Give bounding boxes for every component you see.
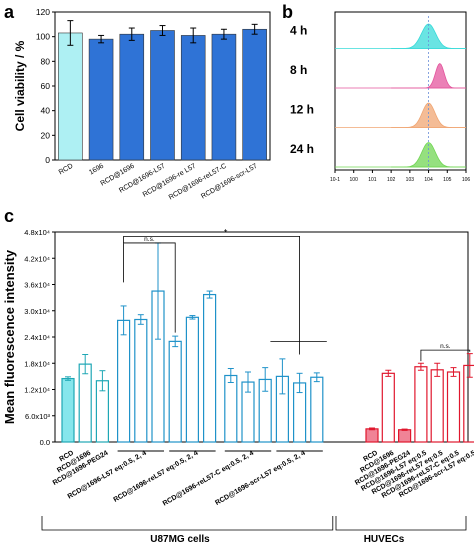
bar [116,319,131,443]
panel-a-letter: a [4,2,15,22]
x-tick-label: RCD@1696-reL57-C [168,163,228,202]
x-tick-label: RCD [58,163,75,177]
bar [414,366,428,443]
bar [78,363,92,443]
x-tick-label: RCD@1696-scr-L57 [200,163,259,201]
group-bracket [41,516,334,531]
x-tick-label: 104 [424,177,433,183]
row-label: 8 h [290,63,307,77]
x-tick-label: 1696 [88,163,105,177]
x-tick-label: RCD@1696-scr-L57 eq:0.5, 2, 4 [214,450,306,507]
y-tick-label: 0.0 [40,438,50,447]
bar [365,428,379,443]
y-tick-label: 40 [41,106,51,116]
significance-bracket [123,235,300,355]
significance-label: * [224,227,228,237]
y-tick-label: 3.6x10⁴ [24,281,50,290]
y-tick-label: 4.2x10⁴ [24,254,50,263]
significance-label: n.s. [440,343,451,350]
bar [58,32,83,161]
y-tick-label: 60 [41,81,51,91]
row-label: 12 h [290,103,314,117]
x-tick-label: 100 [350,177,359,183]
y-tick-label: 4.8x10⁴ [24,228,50,237]
bar [446,371,461,443]
significance-bracket [123,242,176,333]
panel-c-letter: c [4,206,14,226]
x-tick-label: 102 [387,177,396,183]
bar [168,340,182,443]
y-tick-label: 120 [36,7,50,17]
bar [310,376,324,443]
y-tick-label: 3.0x10⁴ [24,307,50,316]
panel-b-histograms: 4 h 8 h 12 h 24 h 10-1 100 101 102 103 104 105 106 [290,11,471,183]
y-tick-label: 20 [41,130,51,140]
bar [381,372,395,443]
bar [185,316,199,443]
group-label: HUVECs [364,534,405,545]
group-label: U87MG cells [150,534,210,545]
x-tick-label: 101 [368,177,377,183]
axes-frame [54,231,469,443]
y-tick-label: 0 [45,155,50,165]
bar [224,374,238,443]
bar [203,293,217,443]
bar [134,318,148,443]
y-tick-label: 1.8x10⁴ [24,359,50,368]
y-tick-label: 6.0x10³ [25,412,51,421]
x-tick-label: RCD@1696-reL57 eq:0.5, 2, 4 [112,450,199,504]
bar [88,38,114,161]
x-tick-label: 10-1 [330,177,340,183]
row-label: 4 h [290,24,307,38]
bar [242,28,267,161]
panel-a-chart: 0 20 40 60 80 100 120 Cell viability / % RCD 1696… [13,7,271,202]
significance-bracket [420,349,471,362]
bar [430,369,444,443]
x-tick-label: 103 [406,177,415,183]
y-tick-label: 80 [41,56,51,66]
panel-b-letter: b [282,2,293,22]
x-tick-label: 106 [462,177,471,183]
group-bracket [335,516,467,531]
bar [61,377,75,443]
y-tick-label: 100 [36,32,50,42]
y-tick-label: 2.4x10⁴ [24,333,50,342]
y-axis-label: Mean fluorescence intensity [2,249,17,424]
x-tick-label: RCD@1696-reL57-C eq:0.5, 2, 4 [162,450,255,508]
bar [211,33,237,161]
histogram-area [391,102,466,128]
bar [180,35,206,161]
significance-label: n.s. [144,236,155,243]
row-label: 24 h [290,142,314,156]
bar [150,30,175,161]
bar [398,429,412,443]
histogram-area [391,142,466,168]
panel-c-chart: 0.0 6.0x10³ 1.2x10⁴ 1.8x10⁴ 2.4x10⁴ 3.0x10⁴ 3.… [2,227,474,545]
x-tick-label: 105 [443,177,452,183]
y-tick-label: 1.2x10⁴ [24,386,50,395]
axes-frame [334,11,467,171]
y-axis-label: Cell viability / % [13,40,27,131]
bar [119,33,145,161]
